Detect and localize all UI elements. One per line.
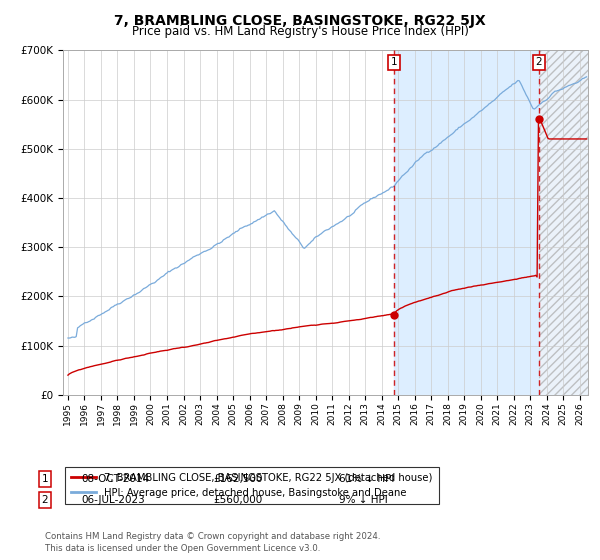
Text: Contains HM Land Registry data © Crown copyright and database right 2024.
This d: Contains HM Land Registry data © Crown c… [45, 533, 380, 553]
Text: 2: 2 [535, 58, 542, 67]
Legend: 7, BRAMBLING CLOSE, BASINGSTOKE, RG22 5JX (detached house), HPI: Average price, : 7, BRAMBLING CLOSE, BASINGSTOKE, RG22 5J… [65, 467, 439, 504]
Text: 2: 2 [41, 495, 49, 505]
Text: 08-OCT-2014: 08-OCT-2014 [81, 474, 149, 484]
Text: 7, BRAMBLING CLOSE, BASINGSTOKE, RG22 5JX: 7, BRAMBLING CLOSE, BASINGSTOKE, RG22 5J… [114, 14, 486, 28]
Bar [394, 50, 539, 395]
Text: 06-JUL-2023: 06-JUL-2023 [81, 495, 145, 505]
Text: 61% ↓ HPI: 61% ↓ HPI [339, 474, 394, 484]
Text: £162,500: £162,500 [213, 474, 263, 484]
Text: 1: 1 [41, 474, 49, 484]
Text: 9% ↓ HPI: 9% ↓ HPI [339, 495, 388, 505]
Text: 1: 1 [391, 58, 398, 67]
Bar [539, 50, 600, 395]
Text: Price paid vs. HM Land Registry's House Price Index (HPI): Price paid vs. HM Land Registry's House … [131, 25, 469, 38]
Text: £560,000: £560,000 [213, 495, 262, 505]
